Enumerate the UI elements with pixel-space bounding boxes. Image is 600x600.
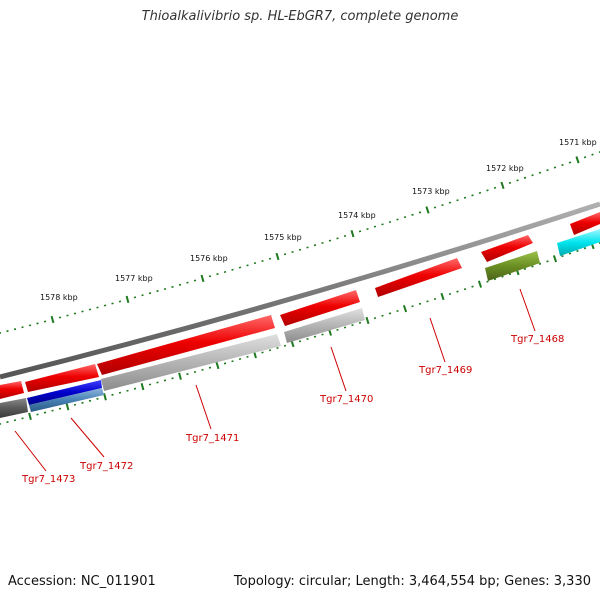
tick-label: 1575 kbp [264,233,302,242]
tick-label: 1578 kbp [40,293,78,302]
ruler-minor-tick [568,161,572,164]
leader-line [429,317,446,363]
accession-text: Accession: NC_011901 [8,574,156,589]
ruler-minor-tick [493,278,497,281]
gene-label-tgr7-1469: Tgr7_1469 [418,365,472,376]
gene-arrow-tgr7-1468-neighbor [570,212,600,235]
ruler-minor-tick [493,186,497,189]
gene-block-gray [284,308,365,343]
ruler-major-tick [200,274,205,283]
ruler-major-tick [552,255,558,263]
ruler-major-tick [575,156,580,164]
gene-label-tgr7-1471: Tgr7_1471 [185,433,239,444]
ruler-major-tick [215,361,220,370]
ruler-minor-tick [486,189,489,192]
ruler-minor-tick [508,272,512,276]
gene-block-cyan [557,229,600,256]
ruler-minor-tick [508,181,512,184]
ruler-major-tick [350,230,355,238]
ruler-major-tick [500,181,505,190]
ruler-minor-tick [546,169,549,172]
gene-block-olive [485,251,540,281]
ruler-minor-tick [561,163,564,167]
ruler-minor-tick [486,280,489,283]
ruler-minor-tick [583,247,587,250]
leader-line [70,417,105,458]
leader-line [519,288,536,332]
ruler-major-tick [65,403,70,411]
ruler-major-tick [425,206,430,214]
ruler-major-tick [440,292,445,301]
tick-label: 1574 kbp [338,211,376,220]
gene-arrow-cds [97,315,275,375]
gene-arrow-cds [0,381,24,399]
ruler-minor-tick [591,153,594,156]
ruler-minor-tick [501,275,504,278]
ruler-major-tick [477,280,483,288]
leader-line [330,346,347,392]
tick-labels: 1571 kbp 1572 kbp 1573 kbp 1574 kbp 1575… [40,138,597,302]
ruler-minor-tick [583,156,587,159]
ruler-minor-tick [561,255,564,258]
ruler-major-tick [178,372,182,380]
gene-block-blue [27,380,102,405]
ruler-minor-tick [546,260,549,263]
tick-label: 1576 kbp [190,254,228,263]
tick-label: 1571 kbp [559,138,597,147]
ruler-major-tick [28,412,32,421]
ruler-major-tick [365,316,370,325]
forward-strand-features [0,212,600,399]
ruler-minor-tick [463,288,467,291]
ruler-minor-tick [531,174,534,177]
ruler-minor-tick [553,166,557,169]
gene-block-dark-gray [0,398,28,418]
genome-backbone [0,201,600,380]
ruler-minor-tick [568,252,572,255]
tick-label: 1577 kbp [115,274,153,283]
gene-label-tgr7-1470: Tgr7_1470 [319,394,373,405]
ruler-major-tick [125,295,130,304]
ruler-minor-tick [516,179,519,182]
tick-label: 1572 kbp [486,164,524,173]
gene-block-steel-blue [29,388,104,412]
gene-arrow-cds [25,364,99,392]
gene-block-gray [101,334,281,391]
ruler-minor-tick [531,265,534,268]
ruler-minor-tick [538,262,542,265]
genome-summary-text: Topology: circular; Length: 3,464,554 bp… [233,574,591,589]
gene-label-leaders [14,288,536,472]
ruler-minor-tick [523,176,527,179]
tick-label: 1573 kbp [412,187,450,196]
gene-label-tgr7-1472: Tgr7_1472 [79,461,133,472]
outer-ruler-ticks [0,151,600,334]
ruler-minor-tick [523,267,527,271]
ruler-minor-tick [478,191,482,194]
ruler-major-tick [50,315,55,324]
gene-arrow-cds [481,235,533,262]
gene-label-tgr7-1473: Tgr7_1473 [21,474,75,485]
ruler-major-tick [402,304,408,313]
inner-ruler-ticks [0,241,600,425]
ruler-minor-tick [471,194,474,197]
ruler-minor-tick [538,171,542,174]
gene-arrow-cds [280,290,360,326]
gene-arrow-cds [375,258,462,297]
ruler-major-tick [103,393,107,401]
leader-line [195,384,212,430]
gene-labels: Tgr7_1468 Tgr7_1469 Tgr7_1470 Tgr7_1471 … [21,334,564,485]
ruler-minor-tick [471,285,474,288]
ruler-major-tick [140,383,145,391]
leader-line [14,430,47,472]
reverse-strand-features [0,229,600,418]
figure-title: Thioalkalivibrio sp. HL-EbGR7, complete … [141,9,459,24]
gene-label-tgr7-1468: Tgr7_1468 [510,334,564,345]
ruler-major-tick [275,252,280,261]
ruler-minor-tick [576,249,579,253]
